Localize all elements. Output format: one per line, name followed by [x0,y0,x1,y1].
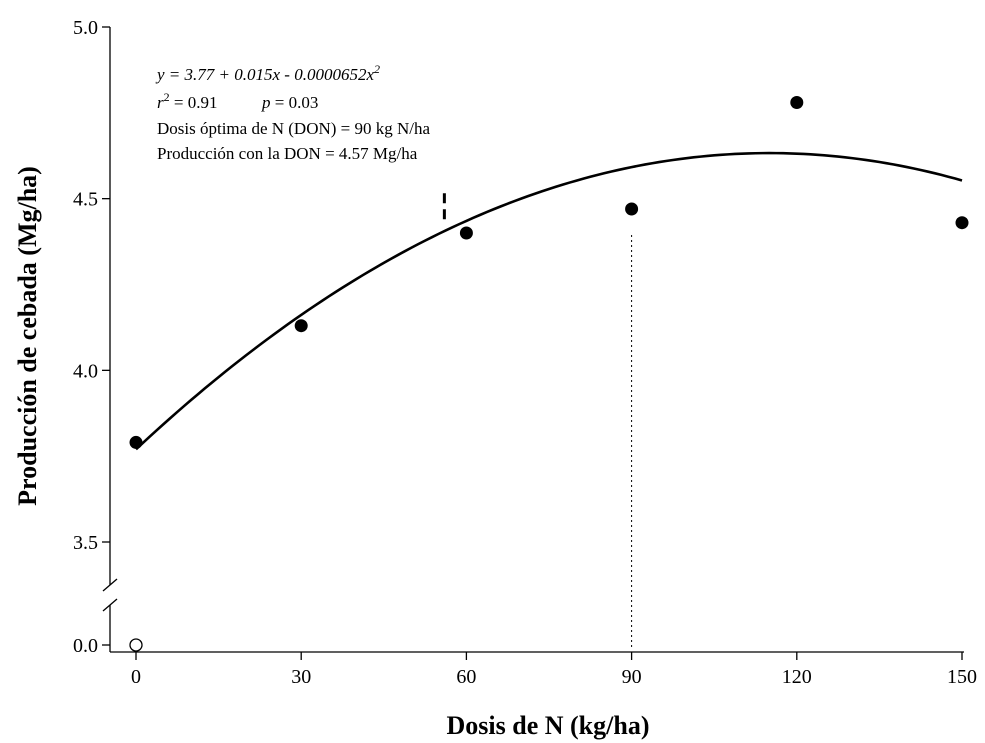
tick-labels: 0 30 60 90 120 150 0.0 3.5 4.0 4.5 5.0 [73,17,977,688]
data-point [129,435,143,449]
x-tick-label: 60 [456,666,476,688]
svg-text:p = 0.03: p = 0.03 [261,93,318,112]
y-tick-label: 4.5 [73,189,98,211]
x-tick-label: 120 [782,666,812,688]
fit-curve-layer [135,151,963,451]
don-production-text: Producción con la DON = 4.57 Mg/ha [157,144,418,163]
svg-text:r2 = 0.91: r2 = 0.91 [157,90,217,112]
r2-label: r [157,93,164,112]
reference-lines [442,188,633,647]
data-points [129,96,969,652]
p-value: = 0.03 [271,93,319,112]
don-text: Dosis óptima de N (DON) = 90 kg N/ha [157,119,431,138]
data-point [625,202,639,216]
r2-superscript: 2 [164,90,170,104]
y-axis-title: Producción de cebada (Mg/ha) [13,166,42,506]
x-tick-label: 90 [622,666,642,688]
equation-superscript: 2 [374,62,380,76]
p-label: p [261,93,271,112]
svg-text:y = 3.77 + 0.015x - 0.0000652x: y = 3.77 + 0.015x - 0.0000652x2 [155,62,380,84]
equation-text: y = 3.77 + 0.015x - 0.0000652x [155,65,374,84]
x-tick-label: 0 [131,666,141,688]
data-point [790,96,804,110]
y-tick-label: 5.0 [73,17,98,39]
equation-annotation: y = 3.77 + 0.015x - 0.0000652x2 r2 = 0.9… [155,62,431,163]
x-tick-label: 30 [291,666,311,688]
y-tick-label: 4.0 [73,360,98,382]
data-point [955,216,969,230]
x-tick-label: 150 [947,666,977,688]
fit-curve [135,151,963,451]
axis-break-mark [102,578,118,592]
r2-value: = 0.91 [170,93,218,112]
x-axis-title: Dosis de N (kg/ha) [447,711,650,740]
axis-break-mark [102,598,118,612]
axes [102,27,964,653]
data-point-open [129,638,143,652]
data-point [459,226,473,240]
data-point [294,319,308,333]
y-tick-label: 0.0 [73,635,98,657]
y-tick-label: 3.5 [73,532,98,554]
